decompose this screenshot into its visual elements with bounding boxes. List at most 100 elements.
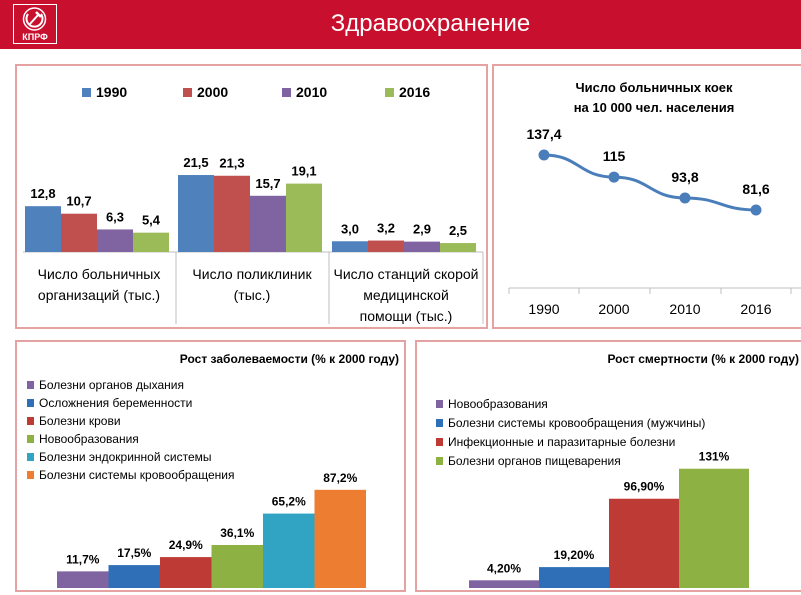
x-tick-label-1990: 1990 xyxy=(528,301,559,317)
data-label-2000: 115 xyxy=(603,148,626,164)
data-label-1990-cat2: 3,0 xyxy=(341,221,359,236)
data-label-2010-cat2: 2,9 xyxy=(413,222,431,237)
legend-label-1990: 1990 xyxy=(96,84,127,100)
data-label-2000-cat2: 3,2 xyxy=(377,221,395,236)
series-line-beds xyxy=(543,153,757,212)
chart-title-line1: на 10 000 чел. населения xyxy=(574,100,735,115)
x-tick-label-2000: 2000 xyxy=(598,301,629,317)
legend-swatch-2010 xyxy=(282,88,291,97)
legend-swatch-2000 xyxy=(183,88,192,97)
category-label-0-line0: Число больничных xyxy=(38,266,161,282)
bar-2000-cat1 xyxy=(214,175,250,252)
data-label-3: 131% xyxy=(699,450,730,464)
hospital-beds-chart-panel: Число больничных коек на 10 000 чел. насе… xyxy=(492,64,801,329)
legend-label-2016: 2016 xyxy=(399,84,430,100)
bar-4 xyxy=(263,513,315,588)
bar-2010-cat0 xyxy=(97,229,133,252)
data-point-2016 xyxy=(750,204,762,216)
data-label-2010-cat1: 15,7 xyxy=(255,176,280,191)
data-label-2: 96,90% xyxy=(624,480,665,494)
legend-swatch-1990 xyxy=(82,88,91,97)
bar-2000-cat2 xyxy=(368,240,404,252)
data-label-0: 4,20% xyxy=(487,561,521,575)
bar-2016-cat1 xyxy=(286,183,322,252)
data-point-2000 xyxy=(608,171,620,183)
bar-0 xyxy=(57,571,109,588)
data-label-4: 65,2% xyxy=(272,495,306,509)
data-label-2016-cat2: 2,5 xyxy=(449,223,467,238)
bar-2010-cat2 xyxy=(404,241,440,252)
legend-label-3: Новообразования xyxy=(39,432,139,446)
mortality-chart: Рост смертности (% к 2000 году) Новообраз… xyxy=(436,352,799,588)
bar-3 xyxy=(211,545,263,588)
chart-title-line0: Число больничных коек xyxy=(575,80,733,95)
institutions-chart: 1990 2000 2010 2016 12,8 10,7 6,3 5,4 Число боль… xyxy=(23,84,484,324)
bar-2010-cat1 xyxy=(250,195,286,252)
legend-label-2: Инфекционные и паразитарные болезни xyxy=(448,435,675,449)
data-label-2010-cat0: 6,3 xyxy=(106,209,124,224)
legend-swatch-2016 xyxy=(385,88,394,97)
bar-2016-cat0 xyxy=(133,232,169,252)
header-bar: КПРФ Здравоохранение xyxy=(0,0,801,49)
chart-title: Рост заболеваемости (% к 2000 году) xyxy=(180,352,399,366)
data-label-1990-cat1: 21,5 xyxy=(183,155,208,170)
data-label-2016-cat0: 5,4 xyxy=(142,213,161,228)
legend-swatch-2 xyxy=(436,438,443,446)
legend-label-1: Осложнения беременности xyxy=(39,396,192,410)
bar-1 xyxy=(108,565,160,588)
legend-swatch-1 xyxy=(436,419,443,427)
x-tick-label-2010: 2010 xyxy=(669,301,700,317)
legend-swatch-2 xyxy=(27,417,34,425)
data-label-2: 24,9% xyxy=(169,538,203,552)
legend-label-5: Болезни системы кровообращения xyxy=(39,468,234,482)
data-label-0: 11,7% xyxy=(66,552,100,566)
hammer-sickle-icon xyxy=(22,7,47,31)
category-label-1-line1: (тыс.) xyxy=(234,287,271,303)
logo-text: КПРФ xyxy=(22,32,48,42)
chart-title: Рост смертности (% к 2000 году) xyxy=(607,352,799,366)
bar-5 xyxy=(314,489,366,588)
legend-swatch-4 xyxy=(27,453,34,461)
bar-1 xyxy=(539,567,609,588)
data-label-3: 36,1% xyxy=(220,526,254,540)
x-tick-label-2016: 2016 xyxy=(740,301,771,317)
data-label-1990-cat0: 12,8 xyxy=(30,186,55,201)
hospital-beds-chart: Число больничных коек на 10 000 чел. насе… xyxy=(508,80,801,317)
bar-2016-cat2 xyxy=(440,243,476,252)
legend-swatch-3 xyxy=(27,435,34,443)
category-label-1-line0: Число поликлиник xyxy=(192,266,312,282)
legend-label-2010: 2010 xyxy=(296,84,327,100)
legend-label-0: Болезни органов дыхания xyxy=(39,378,184,392)
data-label-2010: 93,8 xyxy=(671,169,698,185)
mortality-chart-panel: Рост смертности (% к 2000 году) Новообраз… xyxy=(415,340,801,592)
category-label-2-line2: помощи (тыс.) xyxy=(360,308,453,324)
legend-label-0: Новообразования xyxy=(448,397,548,411)
page-title: Здравоохранение xyxy=(330,10,531,37)
morbidity-chart: Рост заболеваемости (% к 2000 году) Болез… xyxy=(27,352,399,588)
bar-3 xyxy=(679,468,749,588)
legend-swatch-3 xyxy=(436,457,443,465)
data-label-2000-cat0: 10,7 xyxy=(66,194,91,209)
data-point-1990 xyxy=(538,149,550,161)
legend-swatch-0 xyxy=(436,400,443,408)
legend-swatch-1 xyxy=(27,399,34,407)
data-label-2000-cat1: 21,3 xyxy=(219,156,244,171)
data-label-2016-cat1: 19,1 xyxy=(291,164,316,179)
legend-label-4: Болезни эндокринной системы xyxy=(39,450,212,464)
bar-1990-cat0 xyxy=(25,206,61,252)
institutions-chart-panel: 1990 2000 2010 2016 12,8 10,7 6,3 5,4 Число боль… xyxy=(15,64,488,329)
legend-swatch-5 xyxy=(27,471,34,479)
legend-label-2000: 2000 xyxy=(197,84,228,100)
morbidity-chart-panel: Рост заболеваемости (% к 2000 году) Болез… xyxy=(15,340,406,592)
bar-1990-cat2 xyxy=(332,241,368,252)
data-label-1: 19,20% xyxy=(554,548,595,562)
data-label-2016: 81,6 xyxy=(742,181,769,197)
legend-swatch-0 xyxy=(27,381,34,389)
bar-2 xyxy=(160,557,212,588)
bar-2 xyxy=(609,498,679,588)
category-label-0-line1: организаций (тыс.) xyxy=(38,287,160,303)
data-label-1: 17,5% xyxy=(117,546,151,560)
kprf-logo: КПРФ xyxy=(13,4,57,44)
category-label-2-line1: медицинской xyxy=(363,287,449,303)
legend-label-3: Болезни органов пищеварения xyxy=(448,454,621,468)
